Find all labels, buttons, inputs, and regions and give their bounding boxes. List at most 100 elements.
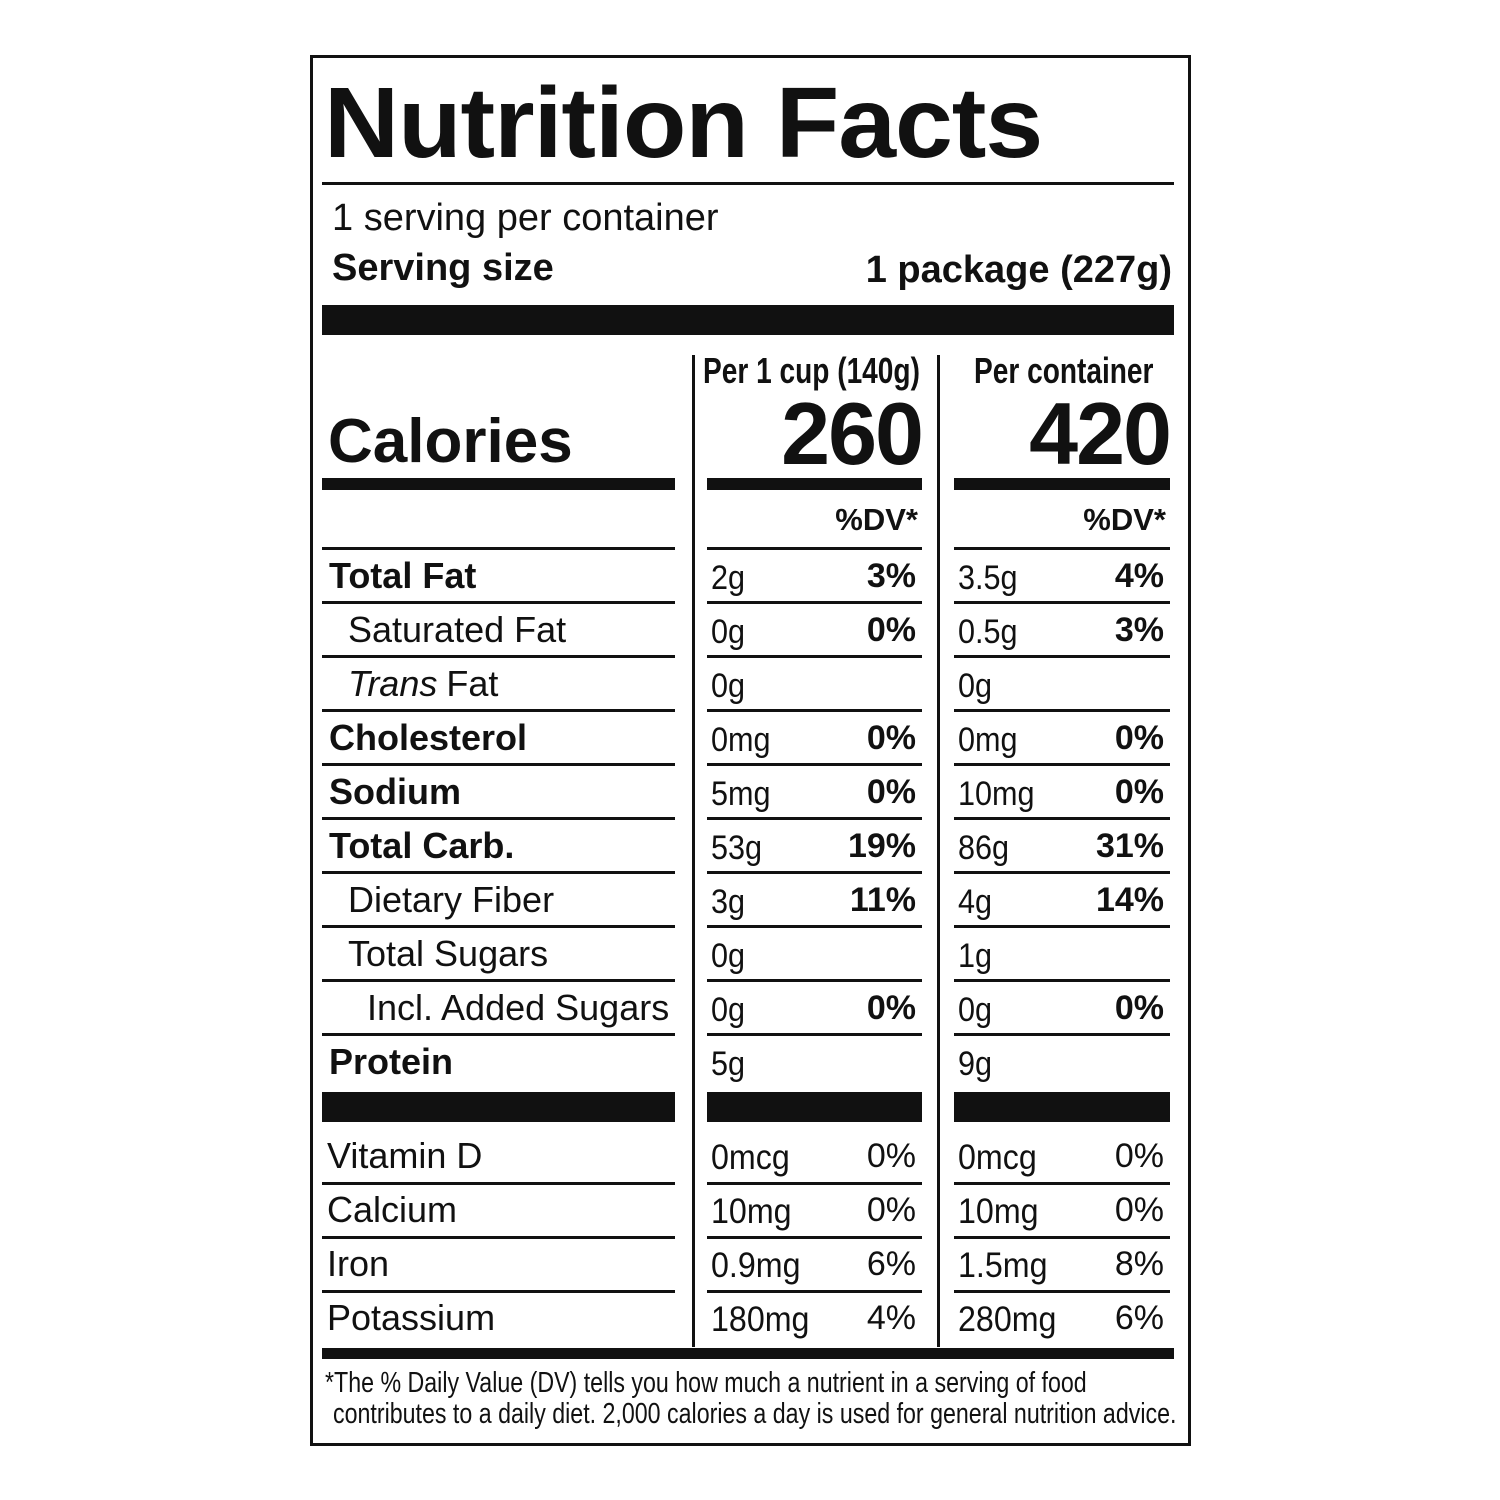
rule — [954, 547, 1170, 550]
rule — [322, 547, 675, 550]
calories-label: Calories — [328, 407, 573, 476]
calories-value: 260 — [781, 384, 924, 483]
serving-size-label: Serving size — [332, 247, 554, 289]
column-header: Per container — [974, 350, 1154, 391]
amount: 280mg — [958, 1300, 1057, 1339]
daily-value: 0% — [866, 719, 916, 757]
amount: 10mg — [958, 775, 1035, 813]
daily-value: 0% — [1114, 1191, 1164, 1229]
nutrient-name: Trans Fat — [348, 662, 498, 706]
nutrient-label: Total Carb. — [329, 825, 515, 866]
nutrient-label: Incl. Added Sugars — [367, 987, 670, 1028]
servings: 1 serving per container — [332, 197, 719, 239]
divider — [937, 355, 940, 1347]
nutrient-label: Fat — [446, 663, 499, 704]
amount: 0g — [958, 667, 993, 705]
nutrient-name: Sodium — [329, 770, 461, 814]
dv-header: %DV* — [835, 502, 918, 537]
rule — [322, 182, 1174, 185]
amount: 5g — [711, 1045, 746, 1083]
rule — [322, 871, 675, 874]
amount: 0mcg — [958, 1138, 1037, 1177]
amount: 5mg — [711, 775, 771, 813]
amount: 0g — [711, 613, 746, 651]
amount: 86g — [958, 829, 1010, 867]
rule — [322, 1236, 675, 1239]
daily-value: 3% — [866, 557, 916, 595]
nutrient-prefix: Trans — [348, 663, 438, 704]
rule — [707, 925, 922, 928]
thick-rule — [707, 1092, 922, 1122]
thick-rule — [954, 478, 1170, 490]
daily-value: 0% — [1114, 773, 1164, 811]
nutrient-name: Dietary Fiber — [348, 878, 554, 922]
amount: 0g — [711, 667, 746, 705]
rule — [954, 655, 1170, 658]
rule — [954, 709, 1170, 712]
nutrient-name: Total Fat — [329, 554, 476, 598]
amount: 0.9mg — [711, 1246, 801, 1285]
daily-value: 0% — [866, 773, 916, 811]
amount: 0mg — [958, 721, 1018, 759]
amount: 3.5g — [958, 559, 1018, 597]
amount: 10mg — [711, 1192, 792, 1231]
rule — [322, 763, 675, 766]
daily-value: 8% — [1114, 1245, 1164, 1283]
rule — [322, 655, 675, 658]
thick-rule — [322, 305, 1174, 335]
amount: 4g — [958, 883, 993, 921]
footnote-line: contributes to a daily diet. 2,000 calor… — [333, 1398, 1177, 1430]
calories-value: 420 — [1029, 384, 1172, 483]
rule — [707, 1236, 922, 1239]
vitamin-name: Vitamin D — [327, 1135, 483, 1176]
rule — [707, 979, 922, 982]
rule — [954, 817, 1170, 820]
daily-value: 0% — [1114, 719, 1164, 757]
vitamin-name: Calcium — [327, 1189, 458, 1230]
nutrient-name: Cholesterol — [329, 716, 527, 760]
amount: 2g — [711, 559, 746, 597]
nutrient-label: Sodium — [329, 771, 461, 812]
rule — [954, 979, 1170, 982]
label-box — [310, 55, 1191, 1446]
footnote-line: *The % Daily Value (DV) tells you how mu… — [325, 1367, 1087, 1399]
nutrient-name: Total Sugars — [348, 932, 548, 976]
daily-value: 6% — [866, 1245, 916, 1283]
amount: 0g — [958, 991, 993, 1029]
daily-value: 0% — [866, 1137, 916, 1175]
rule — [954, 925, 1170, 928]
title: Nutrition Facts — [324, 67, 1043, 179]
rule — [954, 601, 1170, 604]
thick-rule — [954, 1092, 1170, 1122]
divider — [692, 355, 695, 1347]
rule — [954, 871, 1170, 874]
serving-size-value: 1 package (227g) — [865, 249, 1172, 291]
nutrient-label: Saturated Fat — [348, 609, 567, 650]
vitamin-name: Potassium — [327, 1297, 496, 1338]
amount: 53g — [711, 829, 763, 867]
nutrient-label: Dietary Fiber — [348, 879, 555, 920]
footnote: *The % Daily Value (DV) tells you how mu… — [325, 1368, 1176, 1430]
rule — [322, 709, 675, 712]
amount: 0mcg — [711, 1138, 790, 1177]
nutrient-label: Total Fat — [329, 555, 477, 596]
daily-value: 6% — [1114, 1299, 1164, 1337]
amount: 3g — [711, 883, 746, 921]
rule — [707, 1033, 922, 1036]
nutrient-name: Protein — [329, 1040, 453, 1084]
rule — [707, 655, 922, 658]
rule — [322, 817, 675, 820]
daily-value: 11% — [849, 881, 916, 919]
thick-rule — [322, 478, 675, 490]
daily-value: 31% — [1095, 827, 1164, 865]
dv-header: %DV* — [1083, 502, 1166, 537]
nutrient-label: Total Sugars — [348, 933, 549, 974]
nutrient-name: Saturated Fat — [348, 608, 566, 652]
nutrient-name: Total Carb. — [329, 824, 514, 868]
thick-rule — [707, 478, 922, 490]
rule — [322, 1182, 675, 1185]
amount: 0mg — [711, 721, 771, 759]
nutrient-name: Incl. Added Sugars — [367, 986, 669, 1030]
amount: 180mg — [711, 1300, 810, 1339]
